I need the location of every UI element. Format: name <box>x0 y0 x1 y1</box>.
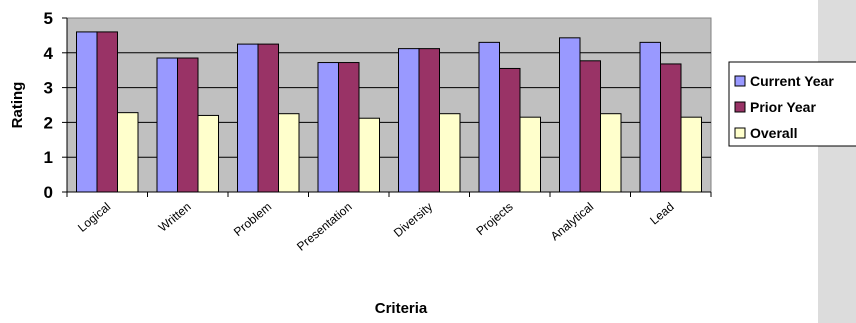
y-tick-label: 3 <box>44 79 53 98</box>
legend: Current Year Prior Year Overall <box>728 61 856 147</box>
bar-prior-year-diversity <box>418 48 440 193</box>
bar-current-year-logical <box>76 31 98 193</box>
x-axis-title: Criteria <box>375 300 428 317</box>
bar-overall-problem <box>278 113 300 193</box>
x-tick-labels: Logical Written Problem Presentation Diversi… <box>75 200 677 254</box>
y-tick-label: 1 <box>44 148 53 167</box>
bar-current-year-problem <box>237 43 259 193</box>
x-tick-label: Projects <box>473 200 515 239</box>
bar-overall-logical <box>117 112 139 193</box>
legend-label: Prior Year <box>750 99 816 115</box>
bar-prior-year-logical <box>96 31 118 193</box>
x-tick-label: Written <box>156 200 194 235</box>
y-tick-label: 4 <box>44 44 54 63</box>
x-tick-label: Diversity <box>391 200 435 240</box>
legend-label: Overall <box>750 125 797 141</box>
x-tick-label: Analytical <box>548 200 596 244</box>
legend-label: Current Year <box>750 73 834 89</box>
side-panel <box>818 0 856 323</box>
x-tick-label: Lead <box>647 200 676 228</box>
bar-overall-presentation <box>358 117 380 193</box>
bar-current-year-presentation <box>317 62 339 193</box>
x-tick-label: Logical <box>75 200 113 235</box>
y-tick-label: 2 <box>44 113 53 132</box>
bar-prior-year-lead <box>660 63 682 193</box>
y-tick-label: 5 <box>44 9 53 28</box>
bar-overall-analytical <box>600 113 622 193</box>
legend-swatch <box>734 127 746 139</box>
bar-overall-written <box>197 114 219 193</box>
bar-overall-diversity <box>439 113 461 193</box>
bar-current-year-analytical <box>559 37 581 193</box>
legend-swatch <box>734 75 746 87</box>
bar-current-year-lead <box>639 41 661 193</box>
bar-current-year-written <box>156 57 178 193</box>
y-tick-labels: 0 1 2 3 4 5 <box>44 9 54 202</box>
bar-current-year-projects <box>478 41 500 193</box>
y-tick-label: 0 <box>44 183 53 202</box>
bar-prior-year-analytical <box>579 60 601 193</box>
legend-box <box>728 61 856 147</box>
legend-swatch <box>734 101 746 113</box>
bar-prior-year-problem <box>257 43 279 193</box>
bar-prior-year-written <box>177 57 199 193</box>
bar-overall-lead <box>680 116 702 193</box>
bar-prior-year-projects <box>499 67 521 193</box>
bar-prior-year-presentation <box>338 62 360 193</box>
axes <box>62 17 712 197</box>
bar-overall-projects <box>519 116 541 193</box>
y-axis-title: Rating <box>9 82 26 129</box>
bars <box>76 31 702 193</box>
bar-current-year-diversity <box>398 48 420 193</box>
x-tick-label: Problem <box>231 200 274 239</box>
x-tick-label: Presentation <box>294 200 355 254</box>
